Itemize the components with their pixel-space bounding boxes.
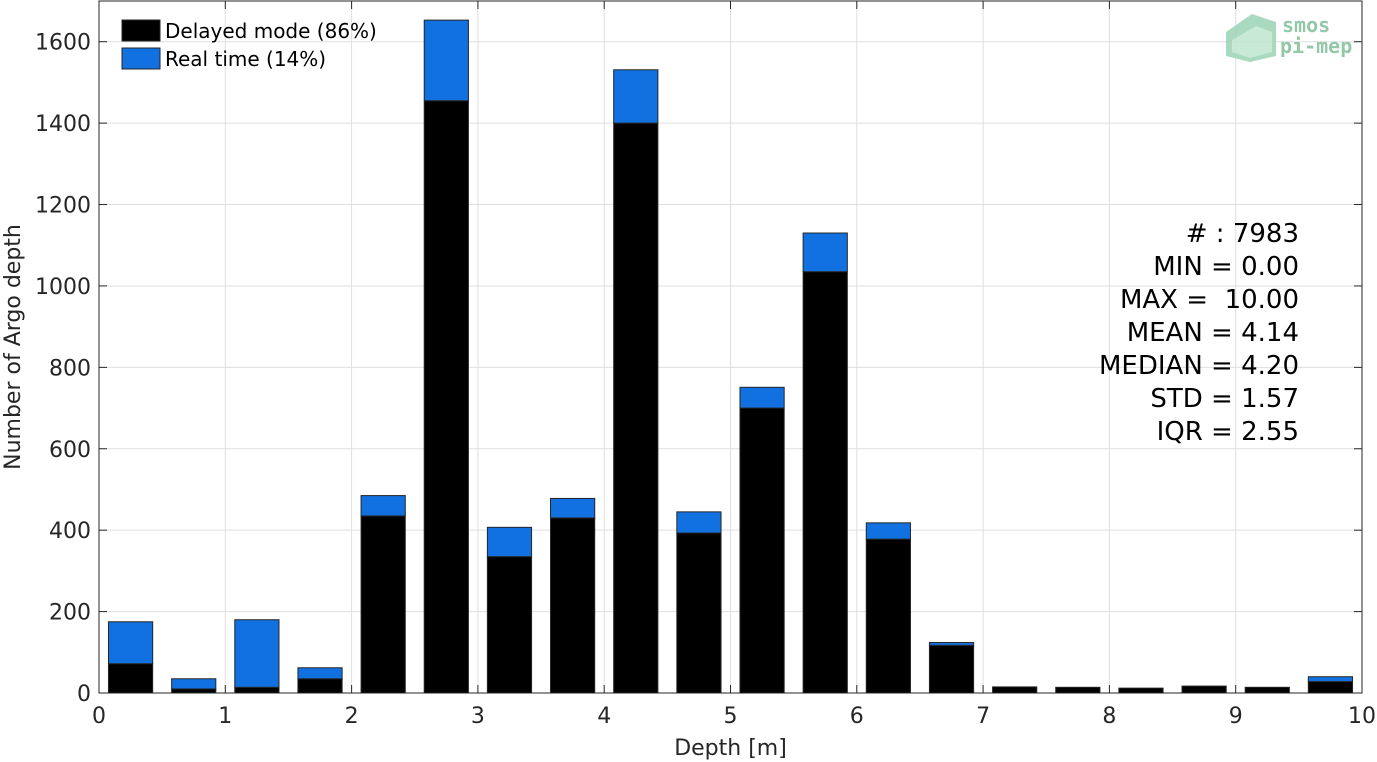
bar-delayed-mode — [676, 532, 722, 694]
bar-real-time — [486, 526, 533, 558]
bar-delayed-mode — [297, 678, 343, 694]
bar-delayed-mode — [234, 686, 280, 694]
x-tick-label: 5 — [724, 704, 738, 729]
y-tick-label: 0 — [77, 682, 91, 707]
logo-text-pimep: pi-mep — [1280, 34, 1352, 58]
bar-delayed-mode — [1307, 681, 1354, 694]
x-tick-label: 1 — [218, 704, 232, 729]
x-axis-label: Depth [m] — [674, 736, 787, 761]
bar-real-time — [171, 678, 217, 690]
legend-swatch-realtime — [121, 47, 161, 70]
bars — [107, 19, 1354, 694]
bar-real-time — [360, 495, 406, 517]
y-tick-label: 800 — [49, 356, 91, 381]
bar-real-time — [676, 511, 722, 534]
x-tick-label: 0 — [92, 704, 106, 729]
x-tick-label: 6 — [850, 704, 864, 729]
stat-line: MEDIAN = 4.20 — [1099, 351, 1299, 381]
x-tick-label: 9 — [1229, 704, 1243, 729]
x-tick-label: 10 — [1348, 704, 1376, 729]
legend-label-delayed: Delayed mode (86%) — [165, 19, 377, 43]
bar-real-time — [865, 522, 911, 540]
x-tick-label: 4 — [597, 704, 611, 729]
bar-real-time — [423, 19, 469, 102]
bar-delayed-mode — [1118, 687, 1164, 694]
bar-real-time — [613, 69, 659, 124]
bar-delayed-mode — [1181, 685, 1227, 694]
y-ticks: 0 200 400 600 800 1000 1200 1400 1600 — [35, 31, 1362, 707]
bar-delayed-mode — [171, 688, 217, 694]
bar-real-time — [802, 232, 848, 273]
grid-lines — [99, 1, 1362, 693]
x-tick-label: 3 — [471, 704, 485, 729]
y-axis-label: Number of Argo depth — [1, 224, 26, 470]
legend: Delayed mode (86%) Real time (14%) — [121, 19, 377, 71]
bar-delayed-mode — [928, 644, 975, 694]
bar-delayed-mode — [550, 517, 596, 694]
bar-real-time — [297, 667, 343, 680]
bar-delayed-mode — [360, 515, 406, 694]
y-tick-label: 600 — [49, 438, 91, 463]
bar-delayed-mode — [802, 271, 848, 694]
y-tick-label: 400 — [49, 519, 91, 544]
y-tick-label: 1200 — [35, 194, 91, 219]
bar-delayed-mode — [739, 407, 785, 694]
y-tick-label: 1400 — [35, 112, 91, 137]
bar-real-time — [107, 621, 154, 665]
x-tick-label: 8 — [1102, 704, 1116, 729]
stat-line: MAX = 10.00 — [1120, 285, 1299, 315]
stat-line: MEAN = 4.14 — [1127, 318, 1299, 348]
bar-real-time — [550, 497, 596, 519]
stat-line: STD = 1.57 — [1150, 384, 1299, 414]
legend-swatch-delayed — [121, 19, 161, 42]
legend-label-realtime: Real time (14%) — [165, 47, 326, 71]
bar-real-time — [234, 619, 280, 688]
bar-delayed-mode — [992, 686, 1038, 694]
logo-text-smos: smos — [1282, 13, 1330, 37]
y-tick-label: 1600 — [35, 31, 91, 56]
bar-delayed-mode — [423, 100, 469, 694]
stat-line: MIN = 0.00 — [1153, 252, 1299, 282]
bar-real-time — [928, 642, 975, 646]
bar-delayed-mode — [613, 122, 659, 694]
x-ticks: 0 1 2 3 4 5 6 7 8 9 10 — [92, 1, 1376, 729]
y-tick-label: 1000 — [35, 275, 91, 300]
bar-delayed-mode — [1055, 686, 1101, 694]
bar-real-time — [1307, 676, 1354, 683]
bar-delayed-mode — [865, 538, 911, 694]
smos-pimep-logo: smos pi-mep — [1226, 13, 1352, 62]
bar-real-time — [739, 386, 785, 409]
stat-line: # : 7983 — [1186, 219, 1299, 249]
x-tick-label: 2 — [345, 704, 359, 729]
y-tick-label: 200 — [49, 601, 91, 626]
bar-delayed-mode — [486, 556, 533, 694]
bar-delayed-mode — [1244, 686, 1290, 694]
x-tick-label: 7 — [976, 704, 990, 729]
stat-line: IQR = 2.55 — [1157, 417, 1299, 447]
bar-delayed-mode — [107, 663, 154, 694]
